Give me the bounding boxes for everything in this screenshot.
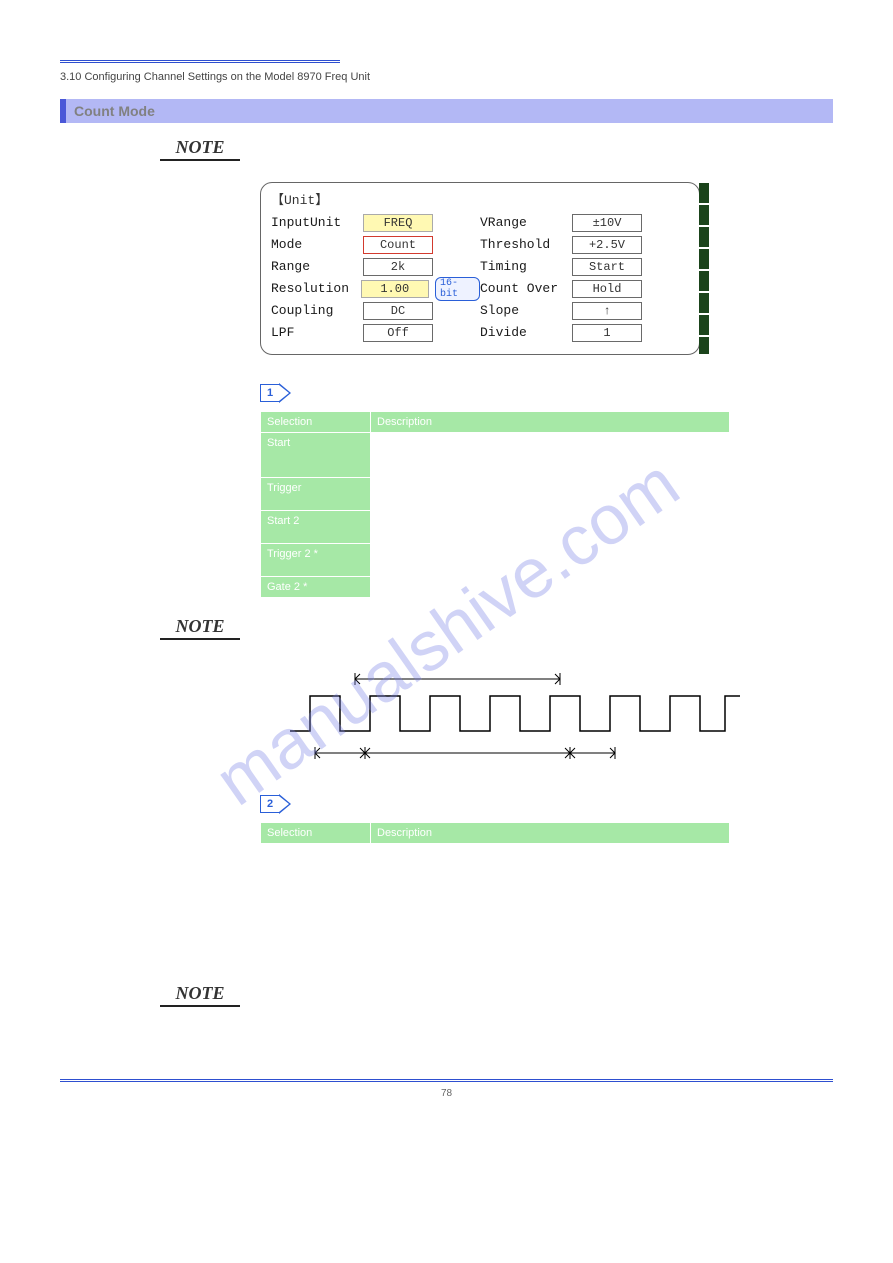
label-resolution: Resolution [271, 281, 361, 296]
row-countover: Count Over Hold [480, 278, 689, 300]
note-label: NOTE [160, 983, 240, 1007]
field-resolution[interactable]: 1.00 [361, 280, 429, 298]
label-divide: Divide [480, 325, 572, 340]
label-lpf: LPF [271, 325, 363, 340]
square-wave [290, 696, 740, 731]
row-range: Range 2k [271, 256, 480, 278]
page-number: 78 [60, 1088, 833, 1099]
row-lpf: LPF Off [271, 322, 480, 344]
note-text: Counts input signal pulses that exceed t… [255, 137, 815, 168]
field-inputunit[interactable]: FREQ [363, 214, 433, 232]
cell-sel: Start [261, 432, 371, 477]
th-description: Description [371, 822, 730, 843]
note-label: NOTE [160, 137, 240, 161]
unit-panel-title: 【Unit】 [271, 189, 689, 208]
cell-desc: Counting begins at the trigger instant, … [371, 477, 730, 510]
cell-desc: When measurement results exceed the Rang… [371, 876, 730, 909]
th-description: Description [371, 411, 730, 432]
cell-sel: Hold [261, 843, 371, 876]
row-inputunit: InputUnit FREQ [271, 212, 480, 234]
countover-table: Selection Description Hold When measurem… [260, 822, 730, 910]
row-vrange: VRange ±10V [480, 212, 689, 234]
header-text: 3.10 Configuring Channel Settings on the… [60, 71, 833, 83]
table-row: Trigger 2 * Counts from trigger instant … [261, 543, 730, 576]
field-threshold[interactable]: +2.5V [572, 236, 642, 254]
cell-sel: Return [261, 876, 371, 909]
note-text: * Triggering by count With [Trigger] or … [255, 983, 815, 1029]
timing-table: Selection Description Start Counting beg… [260, 411, 730, 598]
cell-sel: Trigger [261, 477, 371, 510]
row-timing: Timing Start [480, 256, 689, 278]
header-rule [60, 60, 340, 63]
note-1: NOTE Counts input signal pulses that exc… [160, 137, 833, 168]
field-lpf[interactable]: Off [363, 324, 433, 342]
table-row: Start 2 Same as Start, except pre-trigge… [261, 510, 730, 543]
label-slope: Slope [480, 303, 572, 318]
th-selection: Selection [261, 411, 371, 432]
field-divide[interactable]: 1 [572, 324, 642, 342]
field-coupling[interactable]: DC [363, 302, 433, 320]
field-vrange[interactable]: ±10V [572, 214, 642, 232]
diagram-label-n: n [452, 665, 458, 676]
panel-side-strip [699, 183, 709, 354]
field-mode[interactable]: Count [363, 236, 433, 254]
row-resolution: Resolution 1.00 16-bit [271, 278, 480, 300]
section-title-bar: Count Mode [60, 99, 833, 123]
row-coupling: Coupling DC [271, 300, 480, 322]
table-row: Start Counting begins when measurement s… [261, 432, 730, 477]
row-threshold: Threshold +2.5V [480, 234, 689, 256]
unit-left-column: InputUnit FREQ Mode Count Range 2k Resol… [271, 212, 480, 344]
note-text: When the timing selection is Trigger 2 o… [255, 616, 815, 647]
table-row: Trigger Counting begins at the trigger i… [261, 477, 730, 510]
cell-sel: Gate 2 * [261, 576, 371, 597]
row-slope: Slope ↑ [480, 300, 689, 322]
badge-16bit: 16-bit [435, 277, 480, 301]
label-countover: Count Over [480, 281, 572, 296]
row-divide: Divide 1 [480, 322, 689, 344]
label-mode: Mode [271, 237, 363, 252]
label-timing: Timing [480, 259, 572, 274]
field-countover[interactable]: Hold [572, 280, 642, 298]
note-label: NOTE [160, 616, 240, 640]
table-row: Gate 2 * Counts while Ext Trig is active… [261, 576, 730, 597]
unit-settings-panel: 【Unit】 InputUnit FREQ Mode Count Range 2… [260, 182, 700, 355]
field-range[interactable]: 2k [363, 258, 433, 276]
cell-desc: Same as Start, except pre-trigger counti… [371, 510, 730, 543]
step-arrow-1: 1 [260, 383, 291, 405]
step-1: 1 Select the [Timing] for initiating cou… [260, 383, 833, 598]
note-2: NOTE When the timing selection is Trigge… [160, 616, 833, 647]
table-row: Return When measurement results exceed t… [261, 876, 730, 909]
cell-desc: Counting begins when measurement starts,… [371, 432, 730, 477]
field-timing[interactable]: Start [572, 258, 642, 276]
label-range: Range [271, 259, 363, 274]
label-inputunit: InputUnit [271, 215, 363, 230]
th-selection: Selection [261, 822, 371, 843]
row-mode: Mode Count [271, 234, 480, 256]
cell-sel: Trigger 2 * [261, 543, 371, 576]
cell-desc: Counts from trigger instant until next t… [371, 543, 730, 576]
note-3: NOTE * Triggering by count With [Trigger… [160, 983, 833, 1029]
cell-desc: Counts while Ext Trig is active. [371, 576, 730, 597]
step1-caption: Select the [Timing] for initiating count… [302, 387, 500, 399]
unit-right-column: VRange ±10V Threshold +2.5V Timing Start… [480, 212, 689, 344]
timing-diagram: n [270, 661, 833, 774]
step-arrow-2: 2 [260, 794, 291, 816]
field-slope[interactable]: ↑ [572, 302, 642, 320]
arrow-number: 2 [260, 795, 279, 813]
label-threshold: Threshold [480, 237, 572, 252]
footer-rule [60, 1079, 833, 1082]
step2-caption: Select the [Count Over] handling. [302, 797, 464, 809]
arrow-number: 1 [260, 384, 279, 402]
label-vrange: VRange [480, 215, 572, 230]
cell-desc: When measurement results exceed the Rang… [371, 843, 730, 876]
step-2: 2 Select the [Count Over] handling. Sele… [260, 794, 833, 953]
label-coupling: Coupling [271, 303, 363, 318]
step2-after-text: When measurement results could exceed 4,… [460, 920, 833, 953]
table-row: Hold When measurement results exceed the… [261, 843, 730, 876]
cell-sel: Start 2 [261, 510, 371, 543]
